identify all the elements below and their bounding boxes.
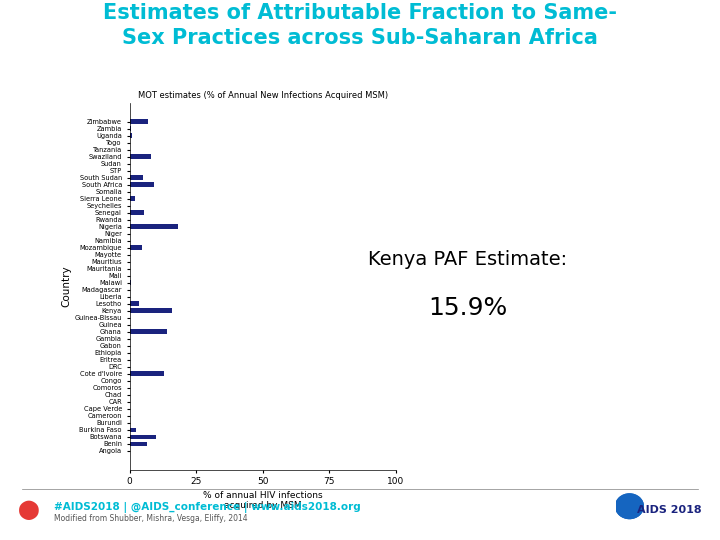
Bar (130, 183, 153, 187)
Bar (130, 119, 148, 124)
Circle shape (616, 494, 644, 518)
Text: AIDS 2018: AIDS 2018 (637, 505, 702, 515)
Text: Modified from Shubber, Mishra, Vesga, Eliffy, 2014: Modified from Shubber, Mishra, Vesga, El… (54, 514, 248, 523)
Bar (130, 154, 151, 159)
Bar (130, 211, 144, 215)
Text: Estimates of Attributable Fraction to Same-
Sex Practices across Sub-Saharan Afr: Estimates of Attributable Fraction to Sa… (103, 3, 617, 48)
Bar (130, 435, 156, 439)
Bar (130, 197, 135, 201)
Bar (130, 280, 131, 285)
Y-axis label: Country: Country (62, 265, 72, 307)
Title: MOT estimates (% of Annual New Infections Acquired MSM): MOT estimates (% of Annual New Infection… (138, 91, 388, 100)
Bar (130, 176, 143, 180)
X-axis label: % of annual HIV infections
acquired by MSM: % of annual HIV infections acquired by M… (203, 491, 323, 510)
Bar (130, 301, 139, 306)
Bar (130, 225, 178, 229)
Text: ⬤: ⬤ (18, 501, 40, 520)
Bar (130, 442, 147, 446)
Bar (130, 308, 172, 313)
Bar (130, 428, 136, 432)
Text: 15.9%: 15.9% (428, 296, 508, 320)
Bar (130, 126, 131, 131)
Bar (130, 329, 167, 334)
Text: Kenya PAF Estimate:: Kenya PAF Estimate: (369, 249, 567, 269)
Bar (130, 133, 132, 138)
Bar (130, 372, 164, 376)
Text: #AIDS2018 | @AIDS_conference | www.aids2018.org: #AIDS2018 | @AIDS_conference | www.aids2… (54, 502, 361, 513)
Bar (130, 245, 142, 250)
